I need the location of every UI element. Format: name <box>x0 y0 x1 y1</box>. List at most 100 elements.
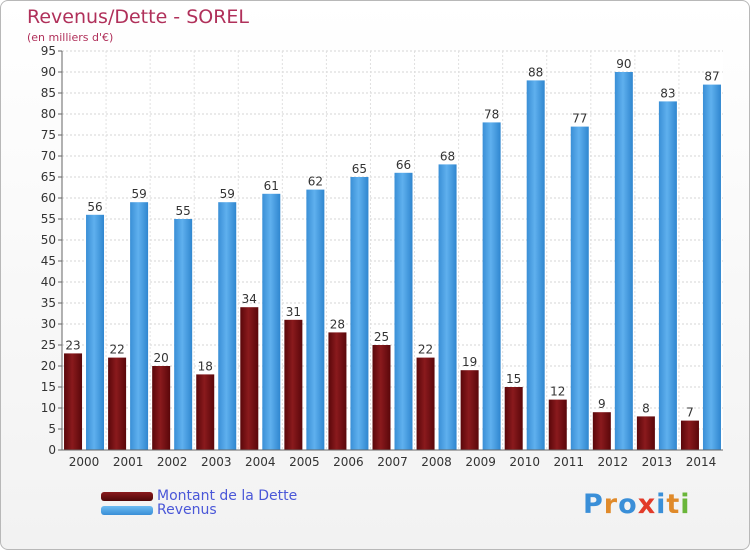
bar-dette <box>592 412 611 450</box>
x-tick-label: 2006 <box>333 455 364 469</box>
bar-revenus <box>350 177 369 450</box>
bar-dette <box>460 370 479 450</box>
proxiti-logo: Proxiti <box>583 489 691 520</box>
y-tick-label: 65 <box>41 170 56 184</box>
bar-dette <box>548 399 567 450</box>
y-tick-label: 40 <box>41 275 56 289</box>
data-label-dette: 22 <box>109 343 124 357</box>
data-label-revenus: 65 <box>352 162 367 176</box>
legend-swatch-revenus <box>101 505 153 515</box>
data-label-revenus: 66 <box>396 158 411 172</box>
data-label-revenus: 83 <box>660 86 675 100</box>
y-tick-label: 50 <box>41 233 56 247</box>
legend-label-dette: Montant de la Dette <box>157 488 298 504</box>
bar-revenus <box>86 214 105 450</box>
logo-letter: P <box>583 489 604 520</box>
chart-title: Revenus/Dette - SOREL <box>27 6 250 28</box>
y-tick-label: 0 <box>48 443 56 457</box>
bar-dette <box>196 374 215 450</box>
x-tick-label: 2011 <box>553 455 584 469</box>
logo-letter: x <box>637 489 657 520</box>
y-tick-label: 80 <box>41 107 56 121</box>
data-label-dette: 28 <box>330 317 345 331</box>
bar-dette <box>240 307 259 450</box>
data-label-revenus: 87 <box>704 70 719 84</box>
chart-subtitle: (en milliers d'€) <box>27 31 114 44</box>
bar-revenus <box>658 101 677 451</box>
data-label-revenus: 68 <box>440 149 455 163</box>
x-tick-label: 2004 <box>245 455 276 469</box>
data-label-dette: 12 <box>550 385 565 399</box>
y-tick-label: 10 <box>41 401 56 415</box>
bar-revenus <box>394 172 413 451</box>
data-label-revenus: 55 <box>176 204 191 218</box>
x-tick-label: 2014 <box>686 455 717 469</box>
data-label-revenus: 61 <box>264 179 279 193</box>
y-tick-label: 35 <box>41 296 56 310</box>
bar-dette <box>372 345 391 450</box>
bar-revenus <box>306 189 325 450</box>
bar-dette <box>152 366 171 450</box>
x-tick-label: 2008 <box>421 455 452 469</box>
data-label-revenus: 90 <box>616 57 631 71</box>
bar-dette <box>64 353 83 450</box>
x-tick-label: 2003 <box>201 455 232 469</box>
bar-dette <box>680 420 699 450</box>
data-label-dette: 23 <box>65 338 80 352</box>
data-label-dette: 22 <box>418 343 433 357</box>
bar-dette <box>108 357 127 450</box>
legend-item-revenus: Revenus <box>101 502 217 518</box>
y-tick-label: 90 <box>41 65 56 79</box>
data-label-dette: 15 <box>506 372 521 386</box>
bar-dette <box>328 332 347 450</box>
bar-revenus <box>614 72 633 450</box>
x-tick-label: 2013 <box>642 455 673 469</box>
x-tick-label: 2012 <box>598 455 629 469</box>
y-tick-label: 30 <box>41 317 56 331</box>
bar-dette <box>284 319 303 450</box>
y-tick-label: 75 <box>41 128 56 142</box>
data-label-revenus: 59 <box>220 187 235 201</box>
bar-revenus <box>526 80 545 451</box>
bar-revenus <box>218 202 237 450</box>
logo-letter: r <box>603 489 619 520</box>
bar-revenus <box>438 164 457 450</box>
data-label-dette: 18 <box>198 359 213 373</box>
data-label-dette: 9 <box>598 397 606 411</box>
bar-revenus <box>570 126 589 450</box>
plot-area <box>62 51 723 450</box>
logo-letter: i <box>656 489 667 520</box>
data-label-dette: 34 <box>242 292 257 306</box>
x-tick-label: 2002 <box>157 455 188 469</box>
y-tick-label: 95 <box>41 44 56 58</box>
bar-revenus <box>482 122 501 451</box>
y-tick-label: 15 <box>41 380 56 394</box>
data-label-revenus: 78 <box>484 107 499 121</box>
bar-revenus <box>130 202 149 450</box>
data-label-revenus: 77 <box>572 112 587 126</box>
logo-letter: t <box>666 489 681 520</box>
x-tick-label: 2007 <box>377 455 408 469</box>
x-tick-label: 2000 <box>69 455 100 469</box>
data-label-dette: 20 <box>154 351 169 365</box>
x-tick-label: 2010 <box>509 455 540 469</box>
bar-revenus <box>174 219 193 450</box>
x-tick-label: 2009 <box>465 455 496 469</box>
bar-revenus <box>262 193 281 451</box>
y-tick-label: 55 <box>41 212 56 226</box>
bar-dette <box>504 387 523 450</box>
data-label-revenus: 56 <box>87 200 102 214</box>
logo-letter: o <box>618 489 638 520</box>
data-label-revenus: 59 <box>131 187 146 201</box>
y-tick-label: 85 <box>41 86 56 100</box>
y-tick-label: 20 <box>41 359 56 373</box>
y-tick-label: 70 <box>41 149 56 163</box>
data-label-revenus: 88 <box>528 65 543 79</box>
legend-label-revenus: Revenus <box>157 502 217 518</box>
data-label-dette: 19 <box>462 355 477 369</box>
data-label-dette: 31 <box>286 305 301 319</box>
bar-dette <box>636 416 655 450</box>
logo-letter: i <box>680 489 691 520</box>
